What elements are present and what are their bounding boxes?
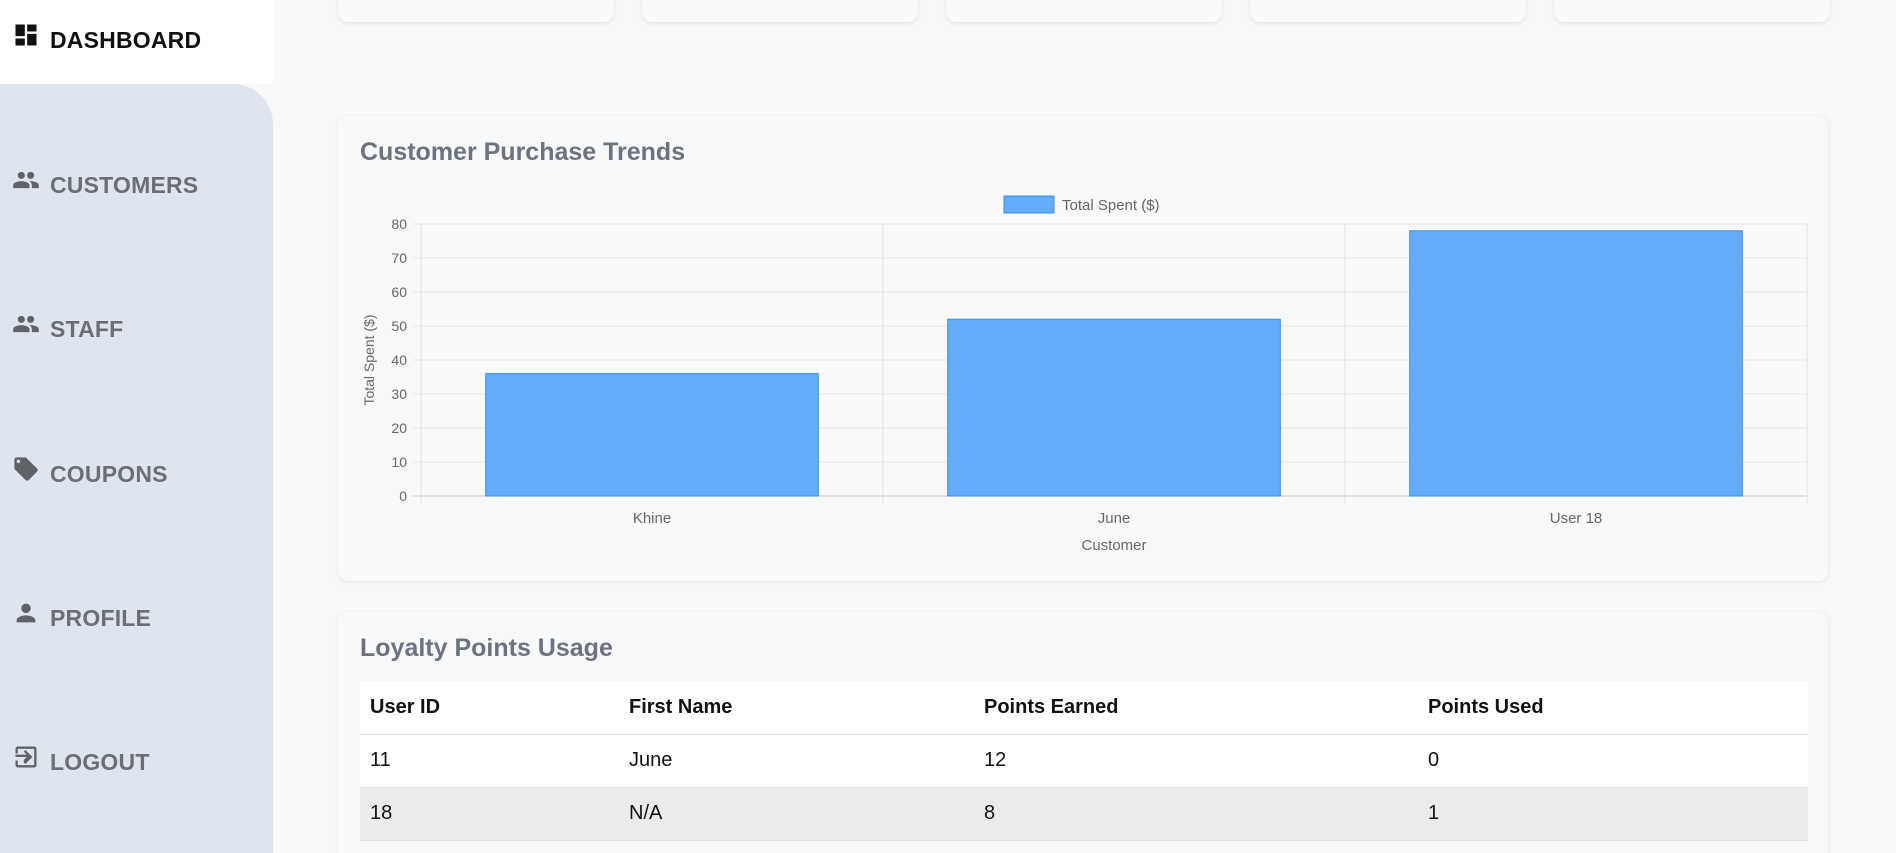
legend-label: Total Spent ($) [1062,197,1160,214]
table-cell: 11 [360,734,619,788]
column-header: Points Earned [974,681,1418,735]
table-cell: June [619,734,974,788]
purchase-trends-panel: Customer Purchase Trends 0 10 20 30 40 50 60 70… [338,116,1828,581]
y-tick-label: 0 [399,488,407,504]
table-cell: 1 [1418,787,1808,841]
sidebar-item-staff[interactable]: STAFF [0,304,273,354]
y-tick-label: 30 [391,386,407,402]
bar [485,373,819,497]
loyalty-points-panel: Loyalty Points Usage User ID First Name … [338,612,1828,853]
x-tick-label: User 18 [1550,510,1603,527]
y-tick-label: 10 [391,454,407,470]
sidebar-item-coupons[interactable]: COUPONS [0,449,273,499]
table-cell: 18 [360,787,619,841]
sidebar-item-label: COUPONS [50,460,168,487]
bar [947,318,1281,497]
y-tick-label: 70 [391,250,407,266]
sidebar-item-label: CUSTOMERS [50,171,199,198]
column-header: First Name [619,681,974,735]
dashboard-icon [12,21,40,49]
y-tick-label: 50 [391,318,407,334]
column-header: Points Used [1418,681,1808,735]
table-cell: 12 [974,734,1418,788]
sidebar-item-customers[interactable]: CUSTOMERS [0,160,273,210]
y-axis-title: Total Spent ($) [361,314,377,405]
sidebar-active-bg [0,0,273,84]
people-icon [12,310,40,338]
table-row: 18 N/A 8 1 [360,787,1808,841]
column-header: User ID [360,681,619,735]
stat-card [946,0,1222,22]
y-tick-label: 40 [391,352,407,368]
sidebar-item-profile[interactable]: PROFILE [0,593,273,643]
y-tick-label: 60 [391,284,407,300]
sidebar: DASHBOARD CUSTOMERS STAFF COUPONS PROFIL [0,0,273,853]
legend-swatch [1003,195,1055,214]
sidebar-item-label: PROFILE [50,604,152,631]
panel-title: Loyalty Points Usage [360,634,613,662]
y-tick-label: 80 [391,216,407,232]
stat-card [642,0,918,22]
sidebar-item-label: STAFF [50,315,124,342]
tag-icon [12,455,40,483]
table-row: 11 June 12 0 [360,734,1808,788]
sidebar-panel [0,84,273,853]
logout-icon [12,743,40,771]
sidebar-item-label: DASHBOARD [50,26,202,53]
panel-title: Customer Purchase Trends [360,138,686,166]
people-icon [12,166,40,194]
bar [1409,230,1743,497]
person-icon [12,599,40,627]
table-cell: N/A [619,787,974,841]
x-tick-label: Khine [633,510,671,527]
stat-card [1554,0,1830,22]
sidebar-item-dashboard[interactable]: DASHBOARD [0,15,273,65]
stat-card [338,0,614,22]
purchase-bar-chart: 0 10 20 30 40 50 60 70 80 Khine June User 18 Custome… [361,195,1808,554]
table-header-row: User ID First Name Points Earned Points … [360,681,1808,735]
table-cell: 0 [1418,734,1808,788]
sidebar-item-logout[interactable]: LOGOUT [0,737,273,787]
y-tick-label: 20 [391,420,407,436]
stat-card [1250,0,1526,22]
loyalty-table: User ID First Name Points Earned Points … [360,681,1808,841]
table-cell: 8 [974,787,1418,841]
sidebar-item-label: LOGOUT [50,748,150,775]
x-tick-label: June [1098,510,1131,527]
x-axis-title: Customer [1081,537,1146,554]
